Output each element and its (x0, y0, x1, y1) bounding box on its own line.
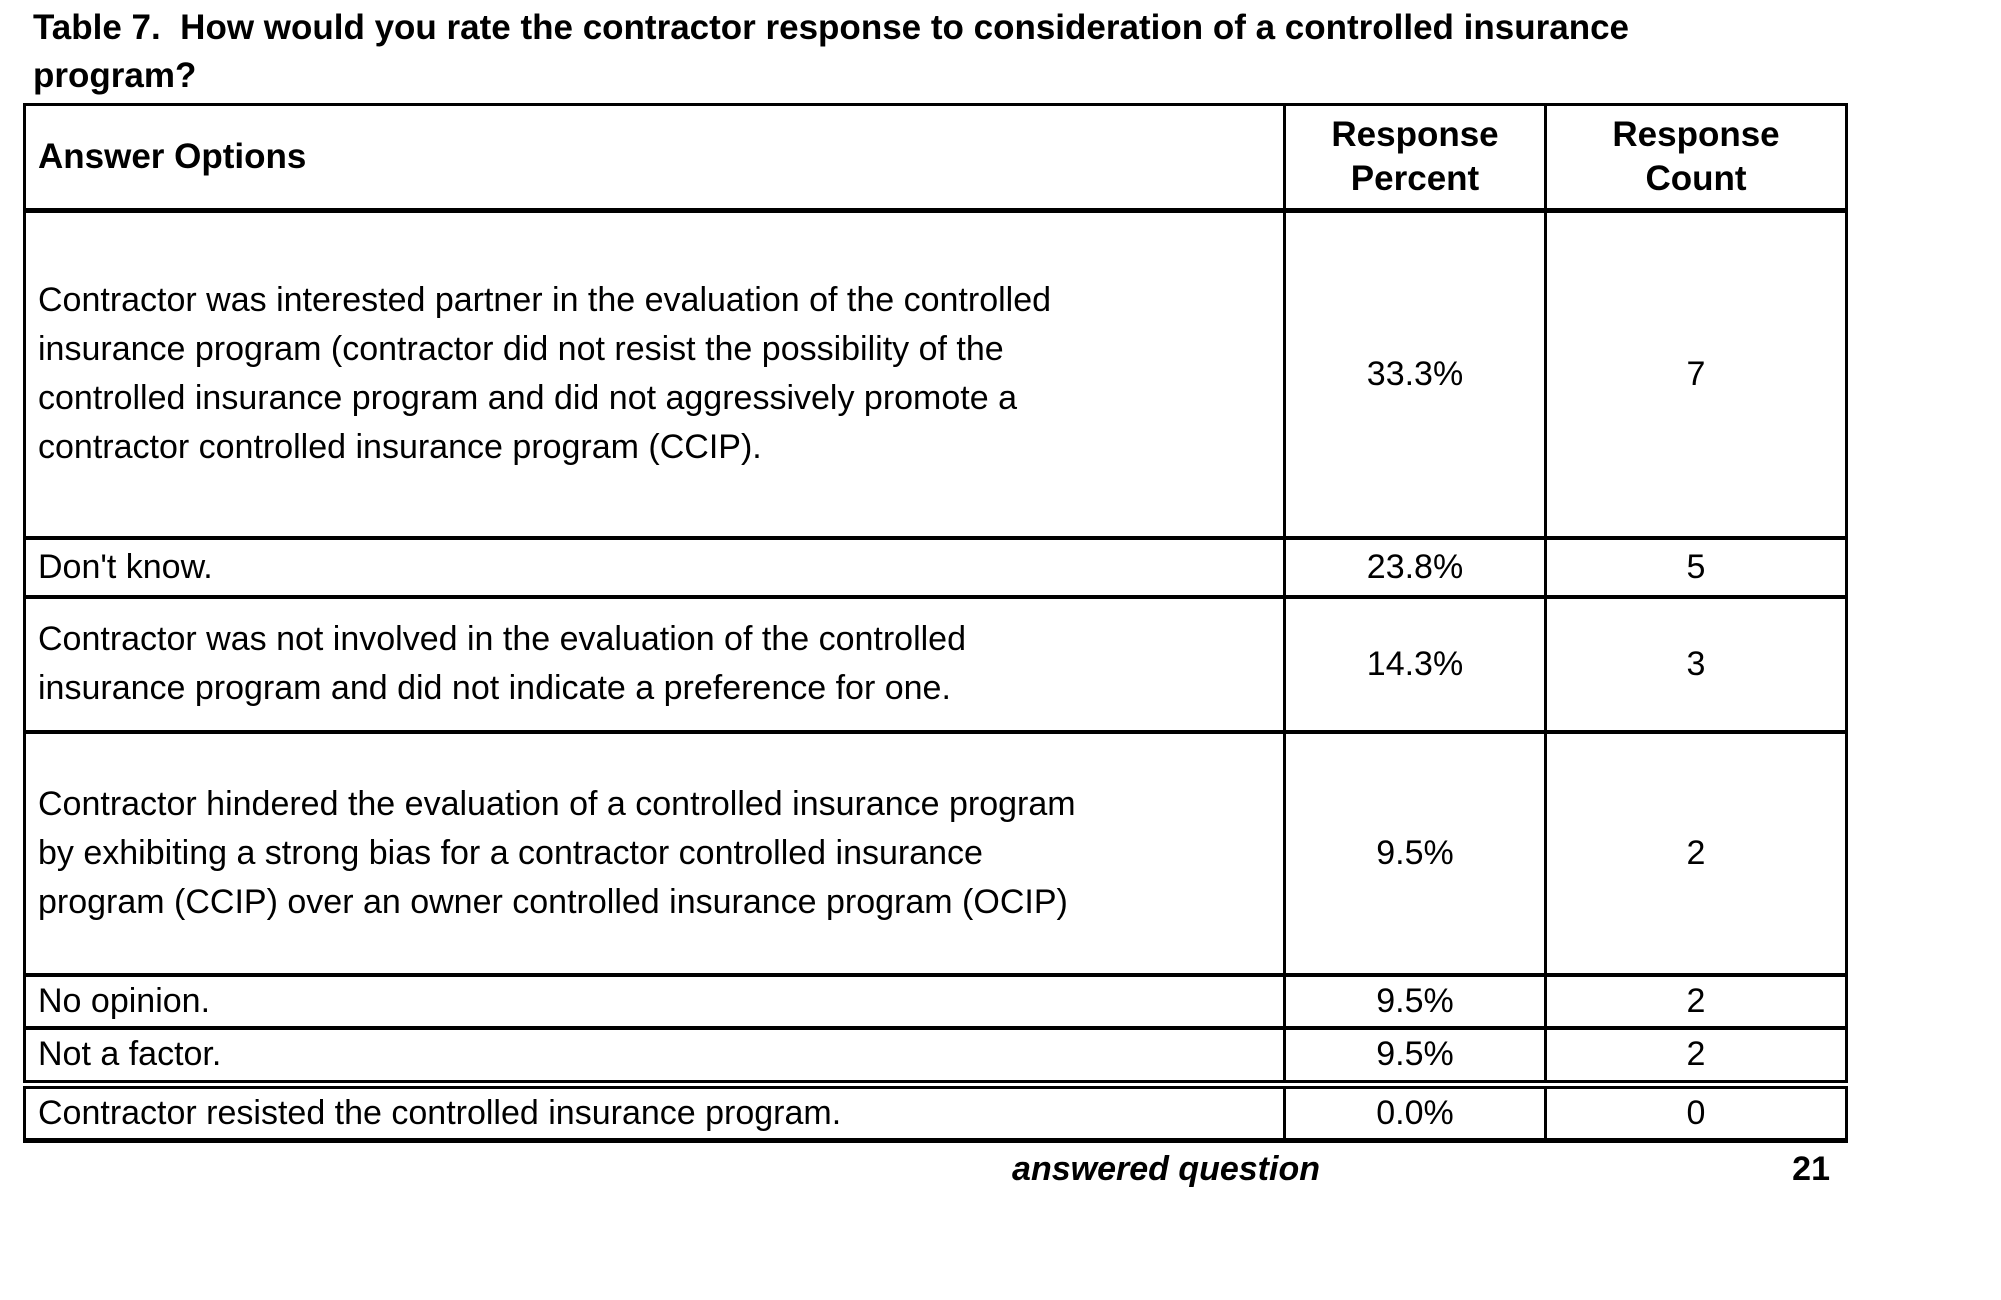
answer-option-text: Contractor hindered the evaluation of a … (23, 729, 1286, 977)
response-percent-value: 23.8% (1283, 535, 1547, 599)
answer-option-text: Contractor resisted the controlled insur… (23, 1082, 1286, 1143)
table-row: Contractor resisted the controlled insur… (23, 1082, 1848, 1143)
answer-option-text: Contractor was not involved in the evalu… (23, 594, 1286, 734)
response-percent-value: 9.5% (1283, 1025, 1547, 1089)
column-header-answer-options: Answer Options (23, 103, 1286, 213)
answered-question-count: 21 (1792, 1149, 1830, 1188)
response-percent-value: 9.5% (1283, 972, 1547, 1030)
table-row: Contractor hindered the evaluation of a … (23, 729, 1848, 977)
table-row: Not a factor. 9.5% 2 (23, 1025, 1848, 1089)
table-row: Contractor was not involved in the evalu… (23, 594, 1848, 734)
response-percent-value: 14.3% (1283, 594, 1547, 734)
answered-question-label: answered question (1012, 1149, 1320, 1188)
column-header-response-count: Response Count (1544, 103, 1848, 213)
table-header-row: Answer Options Response Percent Response… (23, 103, 1848, 213)
response-count-value: 2 (1544, 972, 1848, 1030)
survey-results-table: Answer Options Response Percent Response… (23, 103, 1848, 1143)
table-row: Contractor was interested partner in the… (23, 208, 1848, 540)
response-count-value: 0 (1544, 1082, 1848, 1143)
answer-option-text: Not a factor. (23, 1025, 1286, 1089)
column-header-response-percent: Response Percent (1283, 103, 1547, 213)
response-count-value: 7 (1544, 208, 1848, 540)
response-count-value: 2 (1544, 729, 1848, 977)
response-count-value: 2 (1544, 1025, 1848, 1089)
table-row: Don't know. 23.8% 5 (23, 535, 1848, 599)
response-count-value: 3 (1544, 594, 1848, 734)
table-row: No opinion. 9.5% 2 (23, 972, 1848, 1030)
answer-option-text: Don't know. (23, 535, 1286, 599)
answer-option-text: No opinion. (23, 972, 1286, 1030)
response-percent-value: 9.5% (1283, 729, 1547, 977)
table-title: Table 7. How would you rate the contract… (33, 8, 1630, 95)
table-footer: answered question 21 (23, 1146, 1845, 1192)
answer-option-text: Contractor was interested partner in the… (23, 208, 1286, 540)
response-percent-value: 0.0% (1283, 1082, 1547, 1143)
response-percent-value: 33.3% (1283, 208, 1547, 540)
response-count-value: 5 (1544, 535, 1848, 599)
